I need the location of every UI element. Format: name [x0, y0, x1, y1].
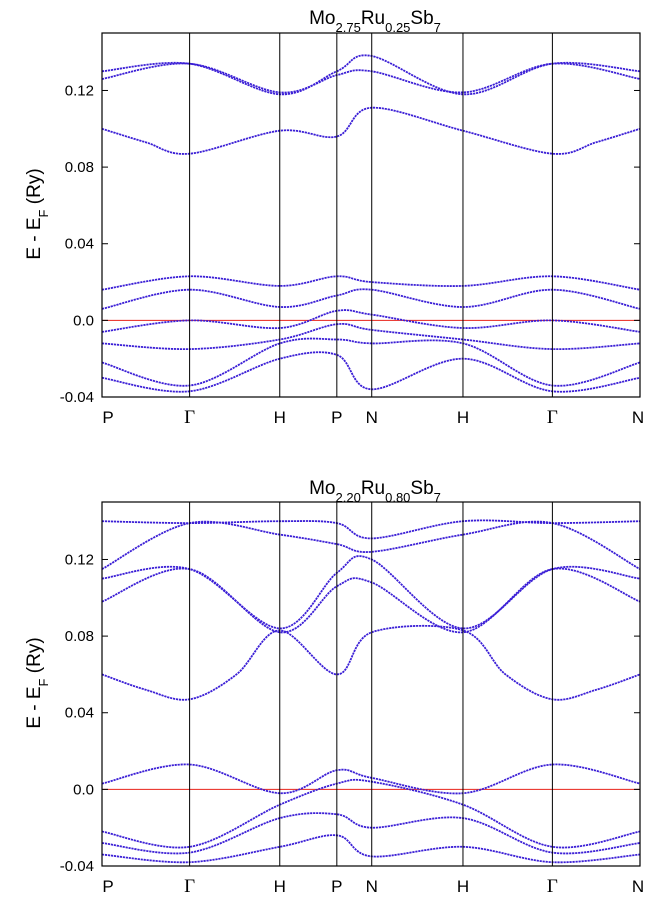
y-tick-label: 0.0 — [73, 781, 94, 798]
band-line — [102, 519, 640, 540]
y-tick-label: 0.04 — [65, 236, 94, 253]
y-tick-label: 0.12 — [65, 551, 94, 568]
y-tick-label: 0.08 — [65, 628, 94, 645]
y-tick-label: 0.04 — [65, 705, 94, 722]
band-line — [102, 337, 640, 387]
band-line — [102, 763, 640, 795]
plot-frame — [101, 32, 641, 398]
band-panel-top: Mo2.75Ru0.25Sb7 E - EF (Ry) -0.04 0.0 0.… — [24, 8, 644, 428]
panel-title: Mo2.75Ru0.25Sb7 — [309, 8, 441, 35]
y-tick-label: -0.04 — [60, 389, 94, 406]
k-point-label: Γ — [547, 407, 558, 428]
k-point-label: P — [102, 408, 113, 427]
plot-area — [101, 32, 641, 398]
band-line — [102, 106, 640, 155]
band-line — [102, 567, 640, 634]
band-line — [102, 555, 640, 630]
y-tick-label: 0.08 — [65, 159, 94, 176]
y-tick-label: -0.04 — [60, 858, 94, 875]
band-line — [102, 54, 640, 96]
k-point-labels: P Γ H P N H Γ N — [102, 407, 644, 428]
bands-clip-group — [102, 54, 640, 393]
plot-frame — [101, 501, 641, 867]
band-line — [102, 812, 640, 855]
band-line — [102, 520, 640, 570]
y-axis-label: E - EF (Ry) — [24, 168, 51, 259]
panel-title: Mo2.20Ru0.80Sb7 — [309, 478, 441, 505]
band-line — [102, 322, 640, 351]
bands-clip-group — [102, 519, 640, 864]
k-point-label: H — [274, 408, 286, 427]
y-tick-label: 0.0 — [73, 312, 94, 329]
plot-area — [101, 501, 641, 867]
y-tick-label: 0.12 — [65, 82, 94, 99]
k-point-label: Γ — [184, 876, 195, 897]
band-line — [102, 778, 640, 849]
y-tick-labels: -0.04 0.0 0.04 0.08 0.12 — [60, 82, 94, 406]
k-point-label: N — [632, 408, 644, 427]
k-point-label: H — [457, 408, 469, 427]
k-point-label: P — [331, 408, 342, 427]
k-point-label: H — [457, 877, 469, 896]
band-line — [102, 62, 640, 94]
band-line — [102, 624, 640, 701]
k-point-label: N — [366, 408, 378, 427]
band-line — [102, 309, 640, 333]
k-point-label: Γ — [184, 407, 195, 428]
k-point-label: H — [274, 877, 286, 896]
y-tick-labels: -0.04 0.0 0.04 0.08 0.12 — [60, 551, 94, 875]
k-point-label: Γ — [547, 876, 558, 897]
k-point-label: N — [632, 877, 644, 896]
band-line — [102, 351, 640, 393]
band-panel-bottom: Mo2.20Ru0.80Sb7 E - EF (Ry) -0.04 0.0 0.… — [24, 478, 644, 897]
band-line — [102, 834, 640, 864]
band-line — [102, 288, 640, 310]
k-point-label: N — [366, 877, 378, 896]
k-point-labels: P Γ H P N H Γ N — [102, 876, 644, 897]
y-axis-label: E - EF (Ry) — [24, 637, 51, 728]
band-line — [102, 275, 640, 291]
k-point-label: P — [102, 877, 113, 896]
k-point-label: P — [331, 877, 342, 896]
